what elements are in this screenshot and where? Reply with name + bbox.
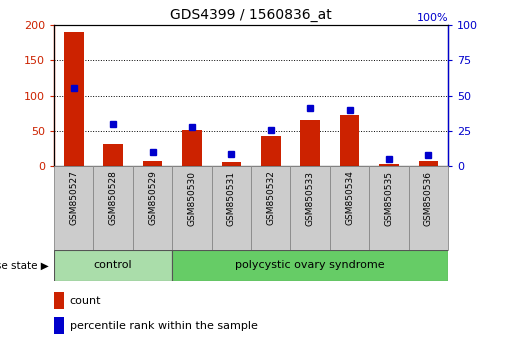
Bar (369, 166, 409, 250)
Bar (212, 166, 251, 250)
Bar (300, 120, 320, 166)
Text: polycystic ovary syndrome: polycystic ovary syndrome (235, 261, 385, 270)
Text: disease state ▶: disease state ▶ (0, 261, 49, 270)
Bar (340, 115, 359, 166)
Bar (143, 161, 162, 166)
Bar (173, 166, 212, 250)
Text: GSM850530: GSM850530 (187, 171, 196, 225)
Text: percentile rank within the sample: percentile rank within the sample (70, 321, 258, 331)
Bar (251, 166, 290, 250)
Bar (104, 144, 123, 166)
Bar (64, 32, 83, 166)
Text: GSM850528: GSM850528 (109, 171, 117, 225)
Text: GSM850532: GSM850532 (266, 171, 275, 225)
Bar (330, 166, 369, 250)
Bar (54, 318, 64, 334)
Bar (221, 162, 241, 166)
Text: GSM850536: GSM850536 (424, 171, 433, 225)
Text: GSM850534: GSM850534 (345, 171, 354, 225)
Text: GSM850535: GSM850535 (385, 171, 393, 225)
Bar (419, 161, 438, 166)
Bar (94, 166, 133, 250)
Bar (290, 166, 330, 250)
Bar (54, 250, 172, 281)
Bar (182, 130, 202, 166)
Text: 100%: 100% (417, 13, 448, 23)
Bar (261, 136, 281, 166)
Bar (54, 292, 64, 309)
Text: GSM850527: GSM850527 (70, 171, 78, 225)
Bar (133, 166, 172, 250)
Text: GSM850533: GSM850533 (306, 171, 315, 225)
Title: GDS4399 / 1560836_at: GDS4399 / 1560836_at (170, 8, 332, 22)
Text: GSM850531: GSM850531 (227, 171, 236, 225)
Bar (379, 164, 399, 166)
Bar (54, 166, 94, 250)
Text: GSM850529: GSM850529 (148, 171, 157, 225)
Bar (409, 166, 448, 250)
Bar (172, 250, 448, 281)
Text: control: control (94, 261, 132, 270)
Text: count: count (70, 296, 101, 306)
